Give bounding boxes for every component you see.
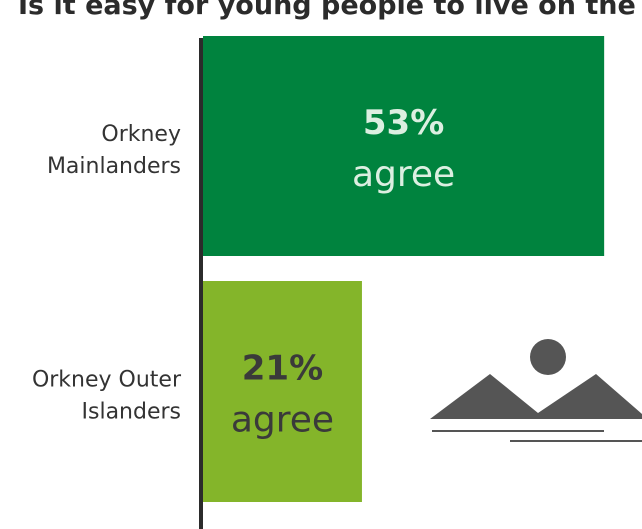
bar-value-label-2: 21% xyxy=(242,349,323,389)
bar-2 xyxy=(203,281,362,502)
chart-title: Is it easy for young people to live on t… xyxy=(18,0,642,21)
bar-sub-label-2: agree xyxy=(231,400,334,441)
bar-value-label-1: 53% xyxy=(363,103,444,143)
bar-sub-label-1: agree xyxy=(352,154,455,195)
bar-1 xyxy=(203,36,605,256)
category-label-1: Orkney Mainlanders xyxy=(47,122,181,179)
landscape-image-icon xyxy=(430,339,642,442)
category-label-2: Orkney Outer Islanders xyxy=(32,368,182,425)
